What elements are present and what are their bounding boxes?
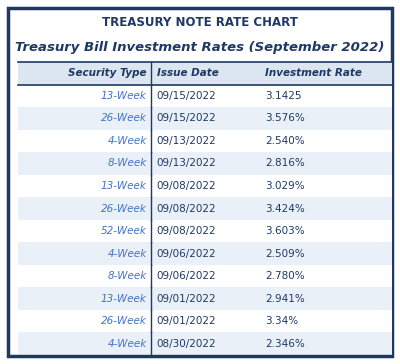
Text: 8-Week: 8-Week [108, 158, 147, 169]
Bar [18, 242, 392, 265]
Text: 3.34%: 3.34% [265, 316, 298, 326]
Text: 2.941%: 2.941% [265, 294, 305, 304]
Text: 09/08/2022: 09/08/2022 [157, 203, 216, 214]
Text: 2.780%: 2.780% [265, 271, 305, 281]
Text: Issue Date: Issue Date [157, 68, 218, 78]
Text: 2.540%: 2.540% [265, 136, 305, 146]
Bar [18, 130, 392, 152]
Text: 4-Week: 4-Week [108, 249, 147, 258]
Text: 09/15/2022: 09/15/2022 [157, 113, 216, 123]
Text: 13-Week: 13-Week [101, 91, 147, 101]
Text: 26-Week: 26-Week [101, 113, 147, 123]
Text: 08/30/2022: 08/30/2022 [157, 339, 216, 349]
Text: Treasury Bill Investment Rates (September 2022): Treasury Bill Investment Rates (Septembe… [15, 40, 385, 54]
Text: 09/08/2022: 09/08/2022 [157, 181, 216, 191]
Bar [18, 175, 392, 197]
Text: 26-Week: 26-Week [101, 203, 147, 214]
Text: Investment Rate: Investment Rate [265, 68, 362, 78]
Text: 09/06/2022: 09/06/2022 [157, 271, 216, 281]
Bar [18, 107, 392, 130]
Bar [18, 220, 392, 242]
Text: 3.424%: 3.424% [265, 203, 305, 214]
Bar [18, 152, 392, 175]
Bar [18, 288, 392, 310]
Text: 3.603%: 3.603% [265, 226, 305, 236]
Text: 09/13/2022: 09/13/2022 [157, 158, 216, 169]
Text: 8-Week: 8-Week [108, 271, 147, 281]
Text: 3.1425: 3.1425 [265, 91, 302, 101]
Text: 09/01/2022: 09/01/2022 [157, 294, 216, 304]
Bar [18, 197, 392, 220]
Text: 09/15/2022: 09/15/2022 [157, 91, 216, 101]
Text: 09/06/2022: 09/06/2022 [157, 249, 216, 258]
Text: 13-Week: 13-Week [101, 181, 147, 191]
Text: 2.509%: 2.509% [265, 249, 305, 258]
Text: TREASURY NOTE RATE CHART: TREASURY NOTE RATE CHART [102, 16, 298, 28]
Text: 4-Week: 4-Week [108, 136, 147, 146]
Text: 3.029%: 3.029% [265, 181, 305, 191]
Bar [18, 84, 392, 107]
Bar [18, 62, 392, 84]
Text: 52-Week: 52-Week [101, 226, 147, 236]
Text: 2.346%: 2.346% [265, 339, 305, 349]
Text: 09/13/2022: 09/13/2022 [157, 136, 216, 146]
Text: 2.816%: 2.816% [265, 158, 305, 169]
Text: 09/01/2022: 09/01/2022 [157, 316, 216, 326]
Text: 3.576%: 3.576% [265, 113, 305, 123]
Bar [18, 310, 392, 332]
Text: 13-Week: 13-Week [101, 294, 147, 304]
Text: 09/08/2022: 09/08/2022 [157, 226, 216, 236]
Bar [18, 265, 392, 288]
Text: 4-Week: 4-Week [108, 339, 147, 349]
Bar [18, 332, 392, 355]
Text: Security Type: Security Type [68, 68, 147, 78]
Text: 26-Week: 26-Week [101, 316, 147, 326]
